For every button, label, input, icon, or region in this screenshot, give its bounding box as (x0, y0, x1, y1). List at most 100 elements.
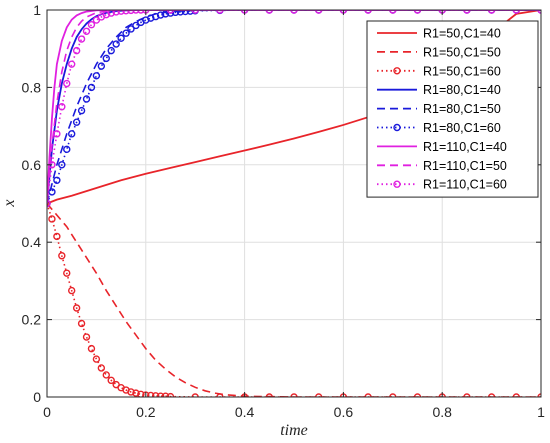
series-marker (413, 10, 422, 14)
series-marker (82, 95, 91, 103)
legend: R1=50,C1=40 R1=50,C1=50 R1=50,C1=60 R1=80,C… (366, 20, 539, 198)
ticks: 0 0.2 0.4 0.6 0.8 1 0 0.2 0.4 0.6 0.8 1 (22, 2, 546, 420)
series-marker (463, 393, 471, 397)
series-marker (72, 46, 81, 55)
series-marker (72, 304, 81, 312)
series-marker (181, 10, 190, 16)
x-axis-label: time (280, 422, 308, 439)
series-marker (87, 21, 96, 29)
legend-label: R1=50,C1=60 (423, 64, 501, 78)
series-marker (364, 10, 372, 14)
series-line (47, 10, 541, 204)
series-marker (156, 11, 165, 19)
y-tick-label: 0.4 (22, 234, 42, 250)
series-marker (463, 10, 471, 14)
series-marker (107, 376, 115, 385)
legend-marker (393, 123, 401, 132)
series-marker (315, 393, 323, 397)
series-marker (166, 10, 175, 14)
series-marker (97, 62, 106, 70)
series-marker (265, 393, 273, 397)
series-marker (67, 60, 76, 68)
series-marker (102, 371, 110, 379)
series-line (47, 10, 541, 204)
series-marker (487, 393, 496, 397)
series-marker (147, 391, 155, 397)
series-marker (58, 103, 66, 111)
series-marker (107, 46, 115, 55)
x-tick-label: 0.2 (136, 404, 156, 420)
series-marker (87, 83, 96, 92)
series-marker (186, 10, 194, 15)
series-marker (67, 286, 76, 295)
series-marker (122, 10, 130, 15)
series-marker (132, 10, 140, 14)
series-marker (67, 130, 76, 138)
legend-label: R1=80,C1=40 (423, 83, 501, 97)
y-tick-label: 0.8 (22, 79, 42, 95)
series-marker (487, 10, 496, 14)
series-marker (151, 392, 160, 397)
y-axis-label: x (1, 199, 18, 207)
legend-label: R1=50,C1=40 (423, 27, 501, 41)
legend-label: R1=110,C1=50 (423, 159, 507, 173)
series-marker (87, 344, 96, 353)
legend-label: R1=80,C1=50 (423, 102, 501, 116)
series-marker (132, 389, 140, 397)
series-line (47, 10, 541, 204)
series-marker (102, 54, 110, 63)
series-marker (63, 269, 71, 277)
series-marker (72, 118, 81, 126)
x-tick-label: 0.6 (334, 404, 354, 420)
series-marker (290, 10, 298, 14)
y-tick-label: 0.6 (22, 157, 42, 173)
series-marker (389, 393, 397, 397)
series-marker (364, 393, 372, 397)
plot-frame (46, 9, 542, 398)
series-marker (265, 10, 273, 14)
series-marker (82, 27, 91, 35)
series-marker (77, 319, 86, 328)
x-tick-label: 0.8 (432, 404, 452, 420)
legend-label: R1=80,C1=60 (423, 121, 501, 135)
series-marker (127, 25, 135, 33)
legend-label: R1=110,C1=40 (423, 140, 507, 154)
series-marker (48, 188, 56, 196)
series-marker (315, 10, 323, 14)
y-tick-label: 0 (33, 389, 41, 405)
series-marker (191, 10, 199, 14)
series-marker (290, 393, 298, 397)
series-marker (216, 10, 224, 14)
series-marker (156, 392, 165, 397)
legend-marker (393, 67, 401, 75)
series-marker (191, 393, 199, 397)
series-marker (77, 106, 86, 115)
series-marker (58, 161, 66, 169)
series-line (47, 202, 541, 397)
series-marker (161, 392, 170, 397)
legend-label: R1=110,C1=60 (423, 178, 507, 192)
legend-marker (393, 180, 401, 188)
x-tick-label: 0.4 (235, 404, 255, 420)
series-marker (137, 390, 145, 397)
x-tick-label: 1 (537, 404, 545, 420)
series-marker (97, 364, 106, 372)
series-marker (77, 35, 86, 43)
series-marker (92, 355, 101, 363)
series-marker (512, 393, 520, 397)
y-tick-label: 1 (33, 2, 41, 18)
series-marker (47, 199, 51, 208)
series-marker (122, 29, 130, 37)
series-marker (117, 34, 125, 42)
series-marker (176, 10, 185, 16)
series-marker (48, 215, 56, 223)
series-marker (137, 10, 145, 14)
legend-label: R1=50,C1=50 (423, 45, 501, 59)
series-marker (58, 252, 66, 260)
series-marker (63, 79, 71, 88)
series-marker (82, 333, 91, 341)
series-marker (117, 10, 125, 15)
series-marker (53, 130, 61, 138)
series-marker (389, 10, 397, 14)
